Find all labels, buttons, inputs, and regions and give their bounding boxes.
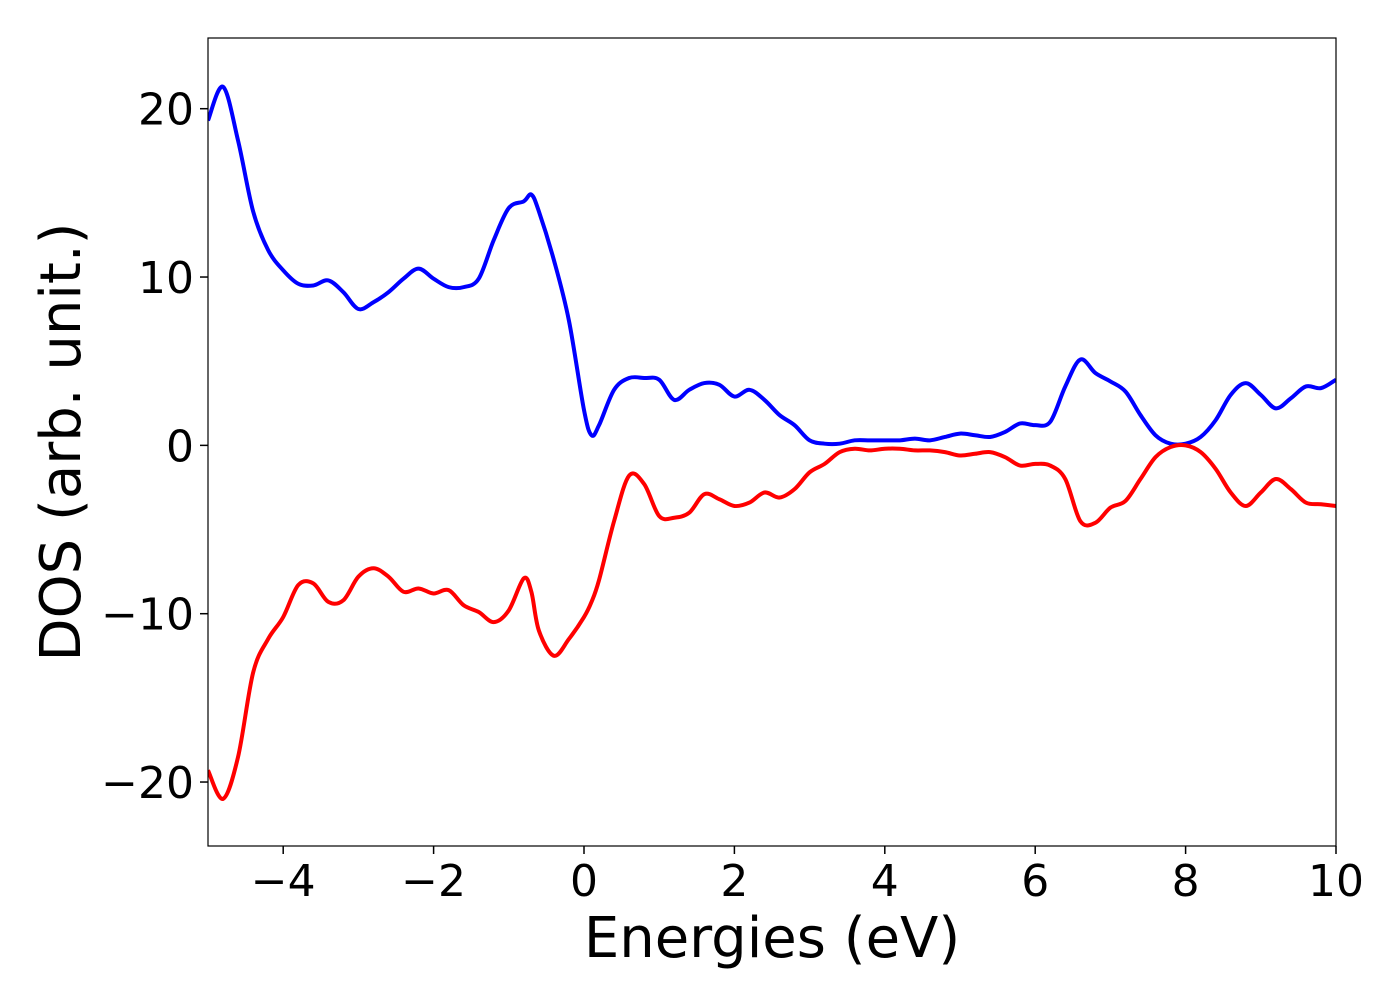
y-tick-label: 0: [166, 421, 194, 472]
x-tick-label: 10: [1308, 856, 1364, 907]
x-tick-label: 8: [1172, 856, 1200, 907]
dos-line: [208, 84, 1336, 447]
x-axis-title: Energies (eV): [584, 906, 960, 971]
x-tick-label: 6: [1021, 856, 1049, 907]
y-tick-label: 10: [138, 253, 194, 304]
x-tick-label: 4: [871, 856, 899, 907]
x-tick-label: −4: [251, 856, 316, 907]
x-tick-label: 2: [720, 856, 748, 907]
y-tick-label: −10: [101, 590, 194, 641]
plot-frame: [207, 37, 1337, 847]
dos-line: [208, 442, 1336, 801]
x-tick-label: −2: [401, 856, 466, 907]
y-tick-label: −20: [101, 758, 194, 809]
y-axis-title: DOS (arb. unit.): [29, 222, 94, 661]
y-tick-label: 20: [138, 85, 194, 136]
x-tick-label: 0: [570, 856, 598, 907]
